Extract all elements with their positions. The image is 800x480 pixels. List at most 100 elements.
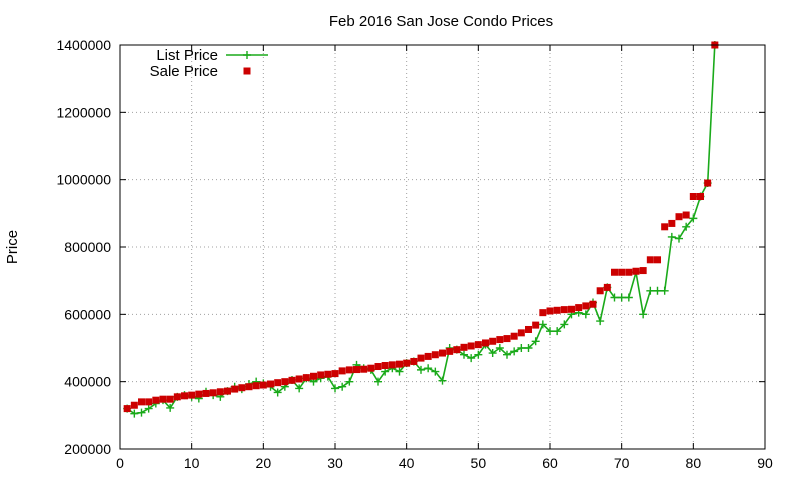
- sale-price-point: [532, 321, 540, 329]
- sale-price-point: [238, 384, 246, 392]
- legend-sale-price-label: Sale Price: [150, 63, 218, 80]
- sale-price-point: [467, 342, 475, 350]
- sale-price-point: [654, 256, 661, 264]
- sale-price-point: [130, 401, 138, 409]
- sale-price-point: [267, 380, 274, 388]
- sale-price-point: [596, 287, 604, 295]
- list-price-point: [617, 293, 626, 302]
- sale-price-point: [489, 337, 497, 345]
- sale-price-point: [209, 389, 217, 397]
- list-price-point: [273, 388, 282, 397]
- sale-price-point: [388, 361, 396, 369]
- sale-price-point: [181, 392, 188, 400]
- sale-price-point: [202, 389, 210, 397]
- sale-price-point: [682, 211, 690, 219]
- x-tick-label: 80: [686, 455, 702, 471]
- sale-price-point: [224, 387, 231, 395]
- sale-price-point: [138, 398, 145, 406]
- sale-price-point: [560, 306, 568, 314]
- list-price-point: [495, 344, 504, 352]
- x-tick-label: 60: [542, 455, 558, 471]
- sale-price-point: [460, 343, 468, 351]
- sale-price-point: [517, 329, 525, 337]
- sale-price-point: [697, 193, 704, 200]
- y-tick-label: 400000: [64, 374, 111, 390]
- list-price-point: [417, 365, 425, 374]
- sale-price-point: [611, 268, 618, 276]
- sale-price-point: [173, 393, 181, 401]
- x-tick-label: 10: [184, 455, 200, 471]
- sale-price-point: [324, 370, 332, 378]
- list-price-point: [517, 344, 526, 352]
- list-price-point: [431, 367, 440, 376]
- sale-price-point: [704, 179, 712, 187]
- sale-price-point: [632, 267, 640, 275]
- list-price-point: [395, 367, 404, 376]
- list-price-point: [639, 310, 648, 319]
- sale-price-point: [166, 395, 174, 403]
- sale-price-point: [331, 370, 339, 378]
- list-price-point: [646, 286, 655, 295]
- sale-price-point: [525, 325, 532, 333]
- legend-sale-price-marker: [243, 67, 251, 75]
- list-price-point: [581, 310, 590, 319]
- sale-price-point: [188, 391, 196, 399]
- list-price-point: [488, 349, 497, 358]
- list-price-point: [596, 317, 605, 326]
- sale-price-point: [302, 374, 310, 382]
- plot-frame: [119, 44, 766, 450]
- sale-price-point: [317, 371, 325, 379]
- list-price-point: [338, 382, 347, 391]
- sale-price-point: [159, 395, 167, 403]
- list-price-point: [467, 354, 476, 363]
- sale-price-point: [546, 307, 554, 315]
- sale-price-point: [345, 366, 353, 374]
- list-price-point: [653, 286, 662, 295]
- list-price-point: [130, 409, 139, 418]
- y-tick-label: 1200000: [56, 104, 111, 120]
- sale-price-point: [245, 383, 253, 391]
- sale-price-point: [675, 213, 683, 221]
- list-price-point: [374, 377, 382, 386]
- legend-list-price-marker: [243, 51, 251, 59]
- legend-list-price-label: List Price: [156, 47, 218, 64]
- list-price-point: [345, 377, 354, 386]
- sale-price-point: [259, 381, 267, 389]
- sale-price-point: [431, 351, 439, 359]
- x-tick-label: 50: [471, 455, 487, 471]
- sale-price-point: [539, 309, 547, 317]
- sale-price-point: [618, 268, 626, 276]
- sale-price-point: [575, 304, 583, 312]
- list-price-point: [144, 404, 153, 413]
- sale-price-point: [625, 268, 633, 276]
- sale-price-point: [482, 339, 489, 347]
- sale-price-point: [338, 367, 346, 375]
- list-price-point: [610, 293, 619, 302]
- list-price-point: [624, 293, 633, 302]
- sale-price-point: [410, 357, 418, 365]
- y-tick-label: 200000: [64, 441, 111, 457]
- list-price-point: [474, 350, 483, 359]
- sale-price-point: [353, 366, 360, 374]
- sale-price-point: [453, 346, 461, 354]
- list-price-point: [675, 234, 683, 243]
- x-tick-label: 90: [757, 455, 773, 471]
- x-tick-label: 20: [256, 455, 272, 471]
- list-price-point: [166, 403, 175, 412]
- sale-price-point: [281, 378, 289, 386]
- sale-price-point: [367, 364, 375, 372]
- list-price-point: [524, 344, 533, 352]
- sale-price-point: [603, 283, 611, 291]
- grid: [120, 45, 765, 449]
- list-price-point: [424, 364, 433, 373]
- sale-price-point: [195, 390, 203, 398]
- sale-price-point: [152, 396, 160, 404]
- sale-price-point: [668, 219, 676, 227]
- axis-ticks: 0 10 20 30 40 50 60 70 80 90 200000 400000 600000 800…: [56, 37, 773, 471]
- list-price-point: [510, 347, 519, 356]
- y-axis-label: Price: [4, 230, 21, 264]
- sale-price-point: [374, 363, 382, 371]
- sale-price-point: [216, 388, 224, 396]
- sale-price-point: [424, 352, 432, 360]
- sale-price-point: [252, 382, 260, 390]
